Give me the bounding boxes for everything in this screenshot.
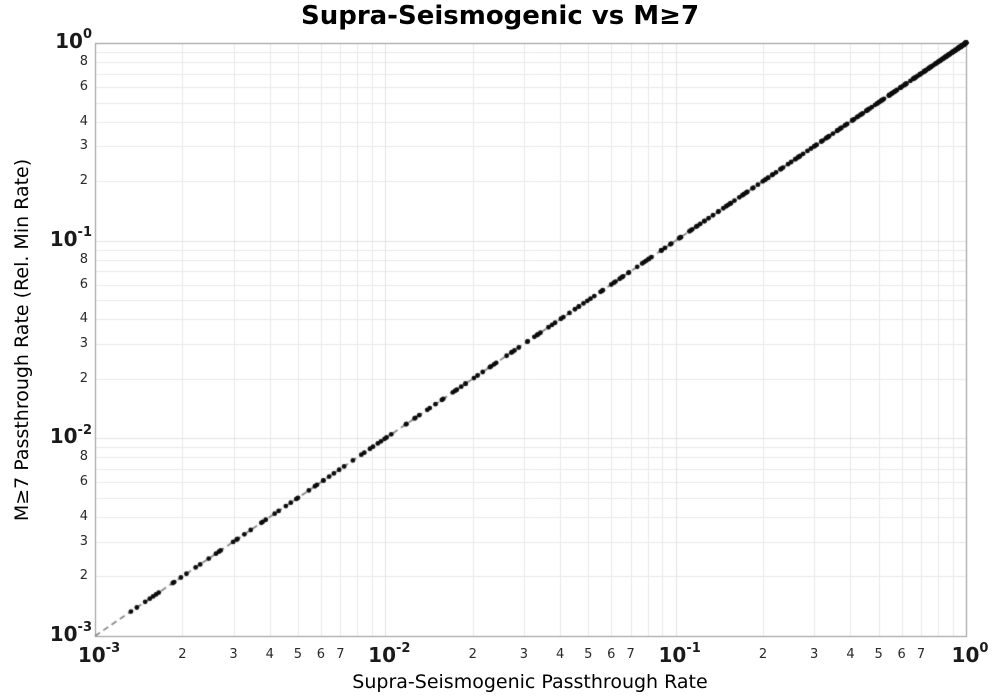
x-minor-tick-label: 6 (897, 647, 906, 662)
x-minor-tick-label: 4 (265, 647, 274, 662)
y-minor-tick-label: 3 (79, 336, 88, 352)
x-minor-tick-label: 5 (293, 647, 303, 662)
y-axis-label: M≥7 Passthrough Rate (Rel. Min Rate) (11, 158, 33, 522)
y-major-tick-label: 100 (55, 27, 92, 53)
x-major-tick-label: 100 (951, 641, 989, 667)
y-minor-tick-label: 4 (79, 508, 88, 524)
y-minor-tick-label: 2 (79, 568, 88, 584)
x-minor-tick-label: 7 (626, 647, 635, 662)
x-minor-tick-label: 2 (758, 647, 768, 662)
y-minor-tick-label: 3 (79, 533, 88, 549)
x-minor-tick-label: 3 (519, 647, 528, 662)
y-minor-tick-label: 3 (79, 138, 88, 154)
y-minor-tick-label: 8 (79, 54, 88, 70)
y-minor-tick-label: 2 (79, 370, 88, 386)
x-minor-tick-label: 3 (229, 647, 238, 662)
x-minor-tick-label: 3 (810, 647, 819, 662)
y-major-tick-label: 10-1 (49, 225, 92, 251)
x-minor-tick-label: 2 (178, 647, 187, 662)
y-minor-tick-label: 2 (79, 173, 88, 189)
x-minor-tick-label: 7 (916, 647, 926, 662)
y-minor-tick-label: 6 (79, 276, 88, 292)
y-minor-tick-label: 4 (79, 311, 88, 327)
chart-title: Supra-Seismogenic vs M≥7 (300, 1, 700, 31)
x-minor-tick-label: 4 (846, 647, 855, 662)
y-minor-tick-label: 8 (79, 251, 88, 267)
x-minor-tick-label: 4 (555, 647, 565, 662)
x-minor-tick-label: 6 (607, 647, 616, 662)
y-major-tick-label: 10-3 (49, 620, 92, 646)
y-major-tick-label: 10-2 (49, 422, 92, 449)
x-minor-tick-label: 6 (316, 647, 326, 662)
y-minor-tick-label: 6 (79, 474, 88, 490)
y-minor-tick-label: 8 (79, 449, 88, 465)
x-major-tick-label: 10-1 (658, 641, 701, 667)
x-major-tick-label: 10-2 (368, 641, 411, 667)
y-minor-tick-label: 4 (79, 113, 88, 129)
x-minor-tick-label: 2 (468, 647, 477, 662)
x-minor-tick-label: 5 (874, 647, 883, 662)
y-minor-tick-label: 6 (79, 78, 88, 94)
x-axis-label: Supra-Seismogenic Passthrough Rate (352, 671, 708, 693)
x-major-tick-label: 10-3 (77, 641, 121, 667)
x-minor-tick-label: 7 (336, 647, 345, 662)
x-minor-tick-label: 5 (584, 647, 593, 662)
